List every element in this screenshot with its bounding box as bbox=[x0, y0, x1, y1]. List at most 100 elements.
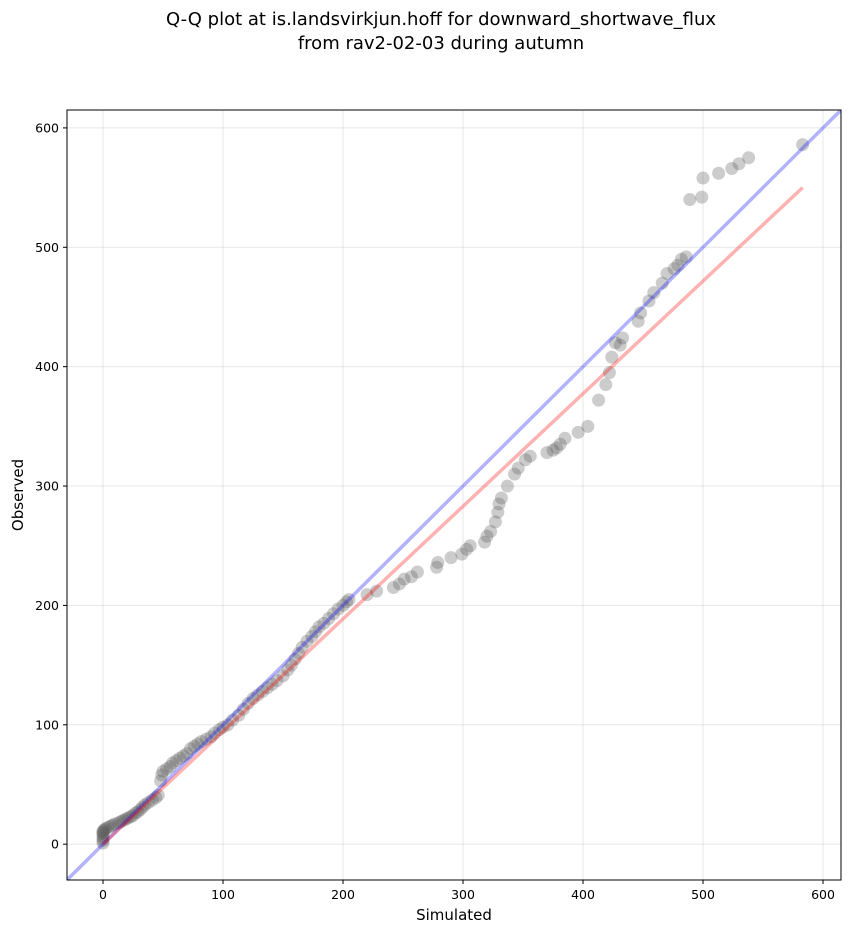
data-point bbox=[194, 735, 208, 749]
y-tick-label: 600 bbox=[35, 120, 59, 135]
data-point bbox=[212, 723, 226, 737]
data-point bbox=[96, 829, 110, 843]
data-point bbox=[660, 267, 674, 281]
data-point bbox=[511, 461, 525, 475]
data-point bbox=[463, 539, 477, 553]
data-point bbox=[119, 812, 133, 826]
grid bbox=[67, 110, 841, 880]
data-point bbox=[305, 629, 319, 643]
data-point bbox=[199, 732, 213, 746]
data-point bbox=[508, 467, 522, 481]
data-point bbox=[281, 663, 295, 677]
data-point bbox=[288, 652, 302, 666]
data-point bbox=[796, 138, 810, 152]
data-point bbox=[592, 393, 606, 407]
y-tick-label: 100 bbox=[35, 717, 59, 732]
data-point bbox=[121, 811, 135, 825]
data-point bbox=[655, 276, 669, 290]
y-tick-label: 0 bbox=[51, 837, 59, 852]
y-tick-label: 500 bbox=[35, 240, 59, 255]
data-point bbox=[180, 746, 194, 760]
data-point bbox=[553, 437, 567, 451]
data-point bbox=[608, 336, 622, 350]
x-tick-label: 0 bbox=[99, 887, 107, 902]
data-point bbox=[163, 760, 177, 774]
data-point bbox=[488, 515, 502, 529]
y-tick-label: 400 bbox=[35, 359, 59, 374]
data-point bbox=[187, 739, 201, 753]
x-tick-label: 400 bbox=[571, 887, 595, 902]
plot-area bbox=[67, 110, 841, 880]
data-point bbox=[631, 314, 645, 328]
data-point bbox=[96, 836, 110, 850]
y-tick-label: 300 bbox=[35, 479, 59, 494]
data-point bbox=[480, 529, 494, 543]
data-point bbox=[683, 193, 697, 207]
data-point bbox=[96, 831, 110, 845]
data-point bbox=[616, 331, 630, 345]
data-point bbox=[98, 822, 112, 836]
data-point bbox=[155, 768, 169, 782]
data-point bbox=[494, 491, 508, 505]
data-point bbox=[540, 446, 554, 460]
data-point bbox=[142, 795, 156, 809]
x-tick-label: 500 bbox=[691, 887, 715, 902]
data-point bbox=[114, 815, 128, 829]
data-point bbox=[647, 286, 661, 300]
data-point bbox=[518, 453, 532, 467]
data-point bbox=[484, 524, 498, 538]
data-point bbox=[149, 791, 163, 805]
data-point bbox=[712, 166, 726, 180]
data-point bbox=[558, 431, 572, 445]
data-point bbox=[256, 684, 270, 698]
x-tick-label: 100 bbox=[211, 887, 235, 902]
data-point bbox=[108, 817, 122, 831]
data-point bbox=[204, 730, 218, 744]
data-point bbox=[613, 338, 627, 352]
data-point bbox=[725, 161, 739, 175]
y-tick-label: 200 bbox=[35, 598, 59, 613]
data-point bbox=[410, 565, 424, 579]
reference-lines bbox=[67, 110, 841, 880]
data-point bbox=[674, 252, 688, 266]
data-point bbox=[460, 542, 474, 556]
data-point bbox=[634, 306, 648, 320]
data-point bbox=[308, 625, 322, 639]
data-point bbox=[546, 443, 560, 457]
data-point bbox=[97, 823, 111, 837]
data-points bbox=[96, 138, 810, 850]
data-point bbox=[491, 505, 505, 519]
data-point bbox=[136, 800, 150, 814]
data-point bbox=[679, 250, 693, 264]
data-point bbox=[340, 595, 354, 609]
data-point bbox=[431, 555, 445, 569]
data-point bbox=[101, 820, 115, 834]
data-point bbox=[160, 762, 174, 776]
data-point bbox=[581, 419, 595, 433]
data-point bbox=[478, 535, 492, 549]
data-point bbox=[326, 607, 340, 621]
data-point bbox=[667, 262, 681, 276]
data-point bbox=[492, 497, 506, 511]
data-point bbox=[550, 441, 564, 455]
data-point bbox=[96, 834, 110, 848]
data-point bbox=[184, 742, 198, 756]
data-point bbox=[116, 813, 130, 827]
data-point bbox=[599, 378, 613, 392]
data-point bbox=[133, 803, 147, 817]
data-point bbox=[112, 816, 126, 830]
data-point bbox=[523, 449, 537, 463]
data-point bbox=[444, 551, 458, 565]
data-point bbox=[236, 702, 250, 716]
data-point bbox=[370, 584, 384, 598]
data-point bbox=[96, 825, 110, 839]
data-point bbox=[124, 810, 138, 824]
data-point bbox=[360, 588, 374, 602]
data-point bbox=[300, 634, 314, 648]
data-point bbox=[336, 598, 350, 612]
data-point bbox=[246, 692, 260, 706]
data-point bbox=[742, 151, 756, 165]
data-point bbox=[642, 294, 656, 308]
data-point bbox=[128, 806, 142, 820]
data-point bbox=[145, 793, 159, 807]
